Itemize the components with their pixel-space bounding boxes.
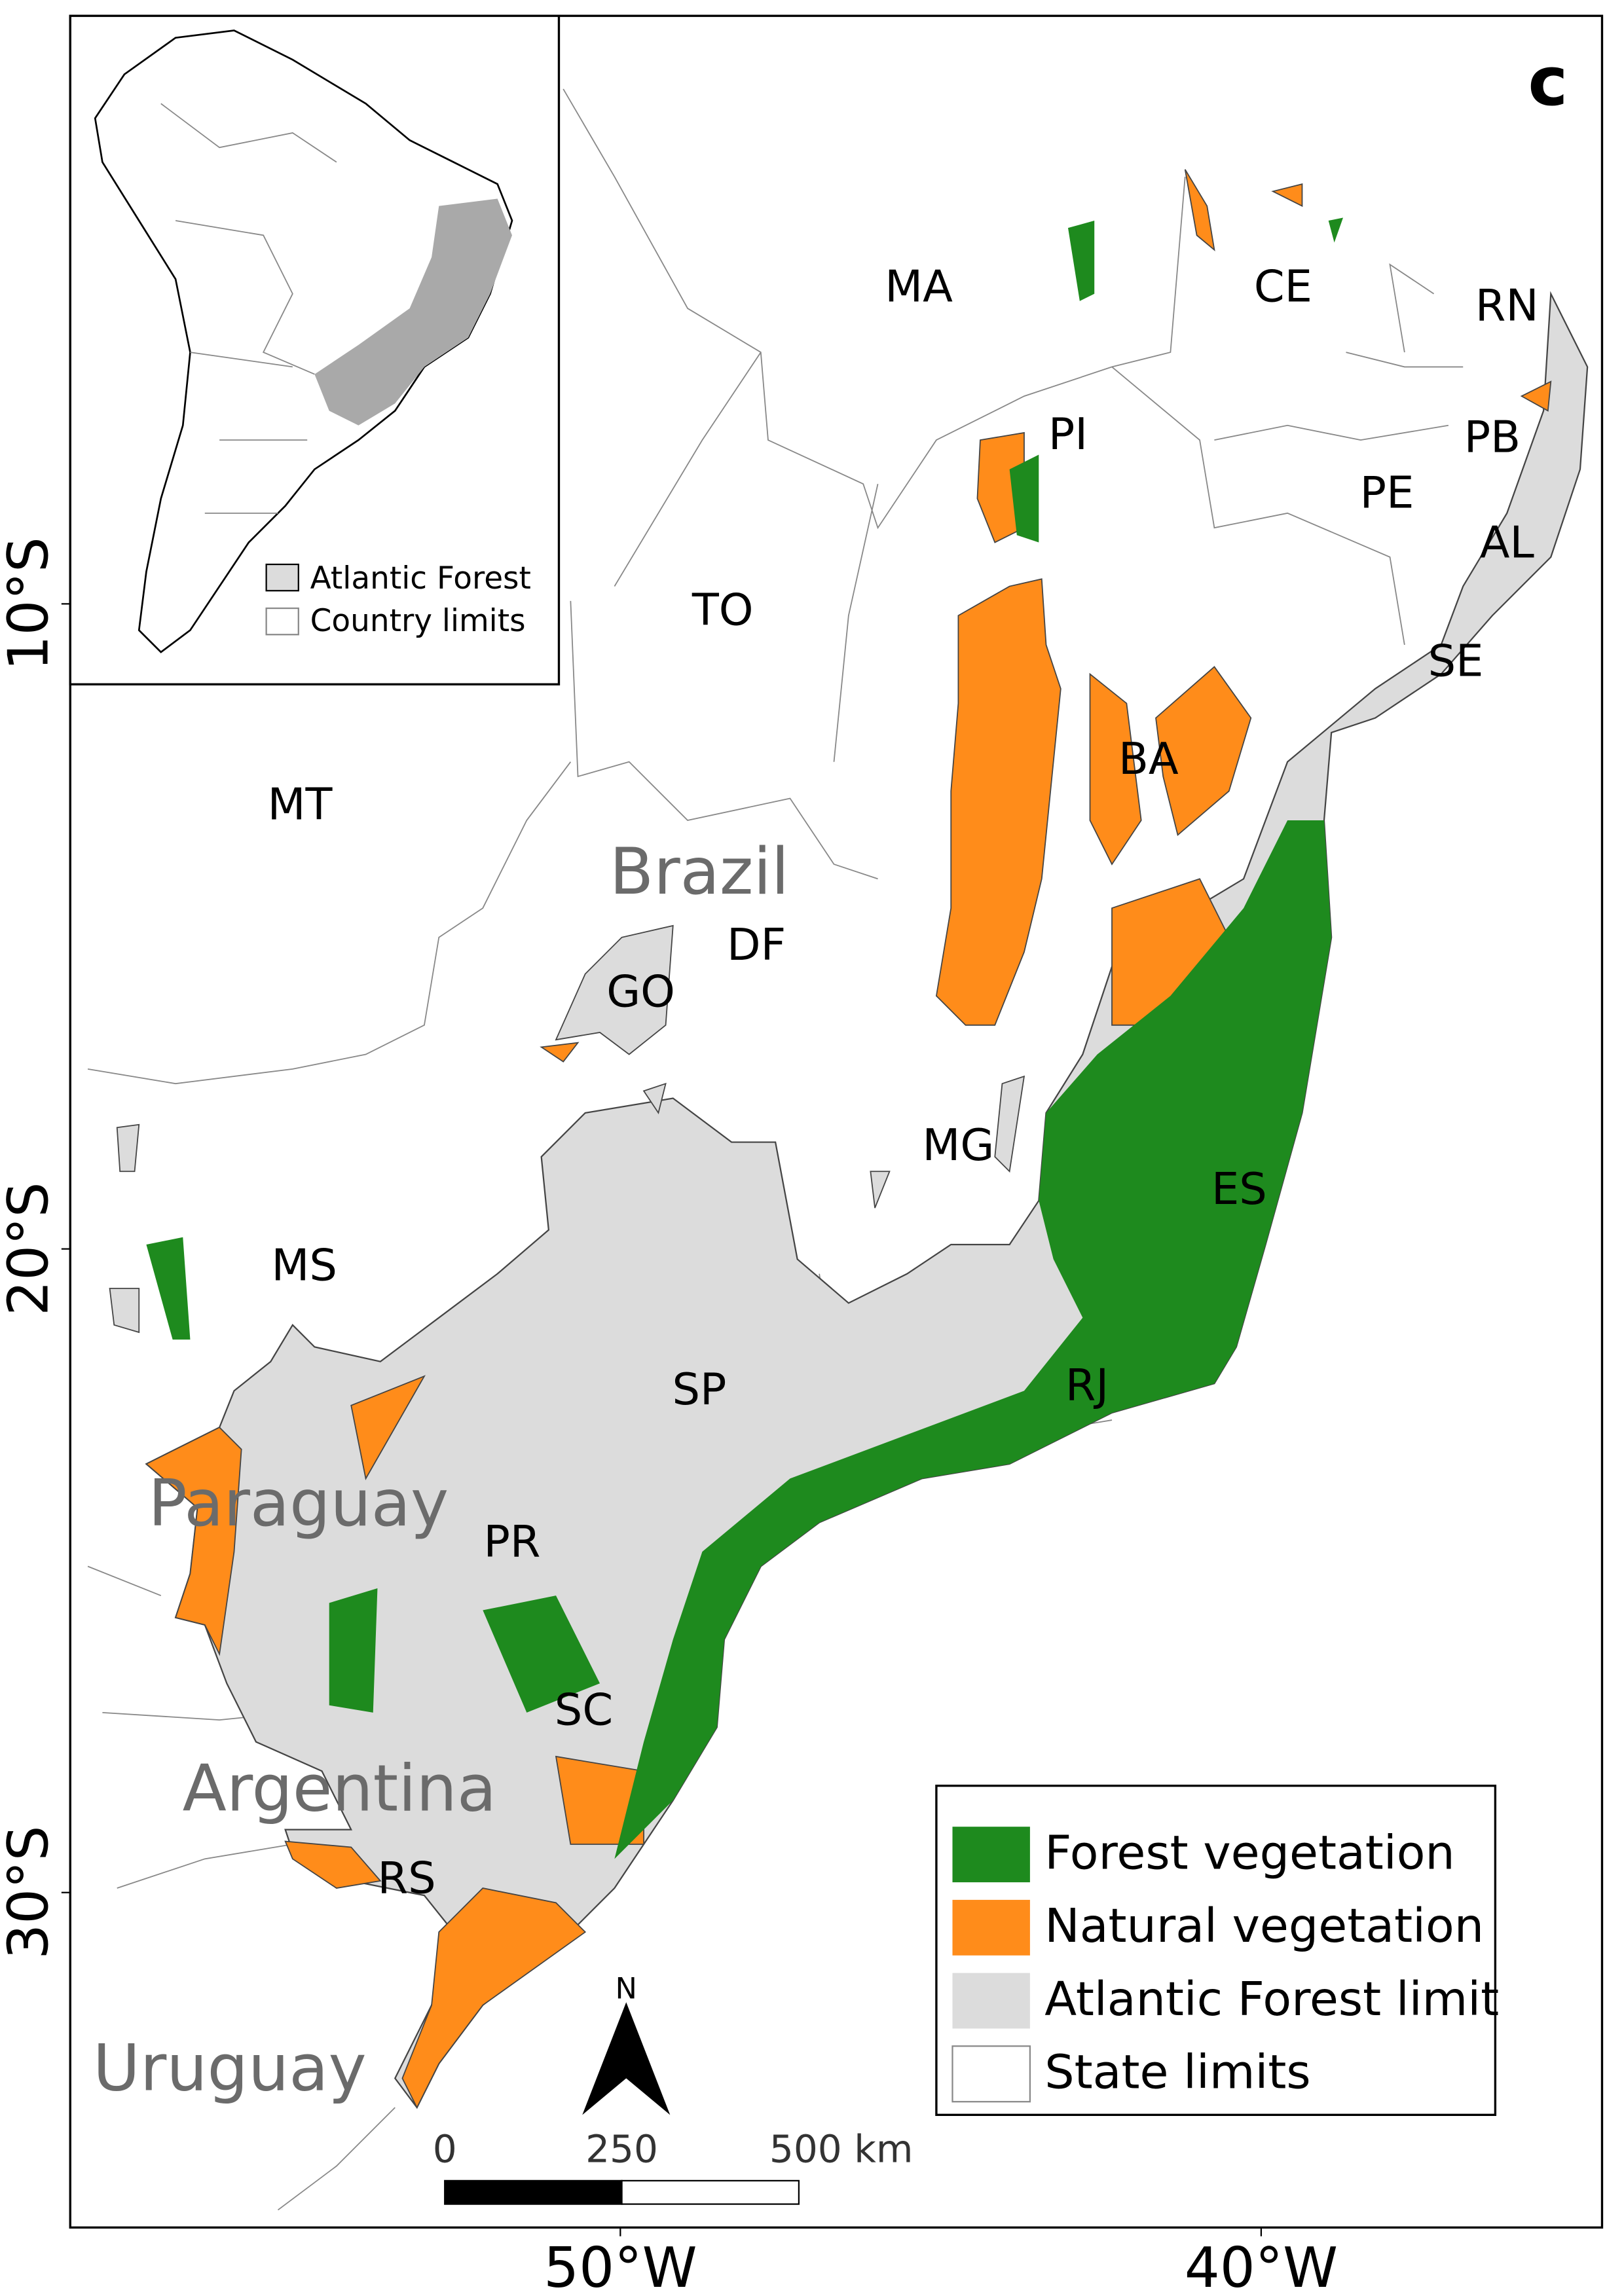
state-label: CE — [1254, 261, 1312, 312]
state-label: MT — [268, 778, 333, 829]
state-label: MA — [885, 261, 953, 312]
legend-swatch — [952, 1899, 1030, 1956]
map-area: 10°S 20°S 30°S 50°W 40°W c MA CE RN PI PB PE A… — [0, 14, 1604, 2296]
longitude-label: 40°W — [1185, 2236, 1338, 2296]
inset-legend-swatch — [265, 607, 299, 636]
state-label: PR — [483, 1516, 540, 1567]
legend: Forest vegetation Natural vegetation Atlan… — [935, 1784, 1499, 2117]
scale-segment — [621, 2179, 800, 2205]
state-label: BA — [1118, 733, 1179, 784]
inset-legend-label: Country limits — [310, 603, 526, 639]
country-label: Uruguay — [93, 2031, 367, 2105]
state-label: AL — [1480, 517, 1534, 568]
state-label: PE — [1360, 467, 1414, 519]
inset-map: Atlantic Forest Country limits — [69, 14, 561, 685]
state-label: DF — [727, 919, 786, 970]
scale-bar: 0 250 500 km — [433, 2126, 913, 2205]
map-frame — [69, 14, 1604, 2229]
outlier-patches — [109, 924, 1025, 1334]
panel-label: c — [1528, 43, 1568, 121]
state-label: MS — [272, 1239, 337, 1290]
legend-swatch — [952, 1973, 1030, 2029]
latitude-label: 20°S — [0, 1182, 62, 1315]
state-label: PB — [1464, 412, 1521, 463]
legend-swatch — [951, 2045, 1031, 2103]
country-label: Argentina — [183, 1752, 497, 1827]
place-labels: MA CE RN PI PB PE AL TO SE BA MT DF GO MG ES MS SP RJ PR SC… — [93, 261, 1539, 2106]
legend-label: State limits — [1044, 2045, 1310, 2100]
country-label: Brazil — [610, 835, 789, 909]
legend-swatch — [952, 1827, 1030, 1883]
state-label: RS — [378, 1852, 436, 1903]
latitude-label: 30°S — [0, 1826, 62, 1959]
south-america-outline — [94, 29, 513, 653]
state-label: SP — [672, 1364, 726, 1415]
state-label: ES — [1211, 1163, 1267, 1214]
legend-label: Atlantic Forest limit — [1044, 1972, 1499, 2026]
country-label: Paraguay — [148, 1467, 449, 1541]
north-arrow-shape — [582, 2002, 671, 2115]
state-label: SE — [1428, 636, 1484, 687]
state-label: PI — [1048, 409, 1088, 460]
scale-label: 500 km — [769, 2126, 913, 2171]
north-arrow: N — [582, 1971, 671, 2115]
state-label: GO — [606, 966, 675, 1017]
inset-atlantic-forest — [314, 198, 512, 426]
state-label: RJ — [1065, 1359, 1109, 1410]
inset-legend-label: Atlantic Forest — [310, 560, 531, 596]
latitude-label: 10°S — [0, 537, 62, 670]
scale-label: 250 — [585, 2126, 658, 2171]
inset-country-limits — [160, 103, 337, 514]
scale-label: 0 — [433, 2126, 457, 2171]
state-label: TO — [692, 584, 754, 635]
legend-label: Natural vegetation — [1044, 1899, 1484, 1953]
legend-label: Forest vegetation — [1044, 1825, 1455, 1880]
longitude-label: 50°W — [544, 2236, 697, 2296]
inset-legend-swatch — [265, 563, 299, 592]
state-label: SC — [555, 1684, 613, 1735]
north-label: N — [616, 1971, 637, 2005]
forest-vegetation — [146, 217, 1344, 1859]
scale-segment — [444, 2179, 623, 2205]
state-label: RN — [1475, 280, 1539, 331]
state-label: MG — [923, 1120, 995, 1171]
